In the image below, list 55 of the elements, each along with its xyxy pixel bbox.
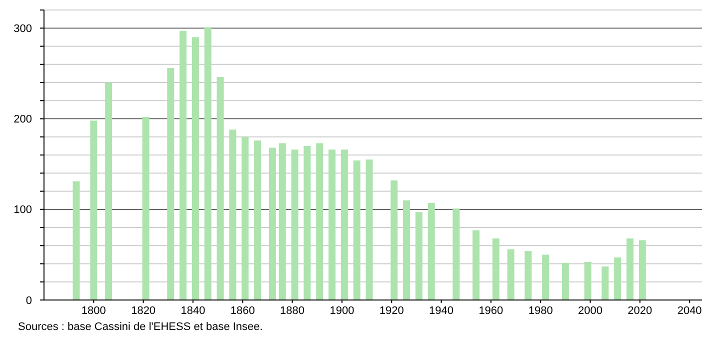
bar xyxy=(614,257,622,300)
bar xyxy=(390,180,398,300)
bar xyxy=(353,160,360,300)
x-tick-label: 1840 xyxy=(180,305,206,317)
bar xyxy=(626,238,634,300)
bar xyxy=(254,140,262,300)
bar xyxy=(638,240,646,300)
x-tick-label: 1960 xyxy=(478,305,504,317)
x-tick-label: 2000 xyxy=(578,305,603,317)
bar xyxy=(90,120,98,300)
bar xyxy=(524,251,532,300)
bar xyxy=(192,37,199,300)
x-tick-label: 2040 xyxy=(677,305,702,317)
bar xyxy=(316,143,324,300)
x-tick-label: 1920 xyxy=(379,305,404,317)
bar xyxy=(268,148,276,300)
bar xyxy=(142,116,150,300)
bar xyxy=(216,77,224,300)
x-tick-label: 1820 xyxy=(131,305,156,317)
bar xyxy=(584,262,592,300)
bar xyxy=(602,266,609,300)
y-tick-label: 300 xyxy=(14,22,32,35)
bar xyxy=(328,150,336,300)
bar xyxy=(180,30,187,300)
bar xyxy=(167,68,174,300)
bar xyxy=(366,160,373,300)
bar xyxy=(562,262,569,300)
bar xyxy=(304,146,311,300)
source-note: Sources : base Cassini de l'EHESS et base Insee. xyxy=(18,321,263,333)
bar xyxy=(507,249,514,300)
x-tick-label: 1880 xyxy=(280,305,305,317)
bar xyxy=(105,82,112,300)
x-tick-label: 2020 xyxy=(628,305,652,317)
bar xyxy=(242,136,249,300)
bar xyxy=(428,203,435,300)
x-tick-label: 1980 xyxy=(528,305,553,317)
x-tick-label: 1800 xyxy=(81,305,106,317)
bar xyxy=(278,143,286,300)
bar xyxy=(204,27,212,300)
x-tick-label: 1940 xyxy=(429,305,454,317)
x-tick-label: 1900 xyxy=(330,305,354,317)
bar xyxy=(542,254,550,300)
y-tick-label: 100 xyxy=(14,204,32,216)
bar xyxy=(340,150,348,300)
bar xyxy=(403,200,410,300)
x-tick-label: 1860 xyxy=(230,305,255,317)
bar xyxy=(492,238,500,300)
bar xyxy=(229,130,236,300)
bar xyxy=(415,212,422,300)
bar xyxy=(291,150,298,300)
y-tick-label: 0 xyxy=(26,294,32,307)
bar xyxy=(472,230,480,300)
bar xyxy=(452,208,460,300)
bar xyxy=(72,181,80,300)
y-tick-label: 200 xyxy=(14,114,32,126)
